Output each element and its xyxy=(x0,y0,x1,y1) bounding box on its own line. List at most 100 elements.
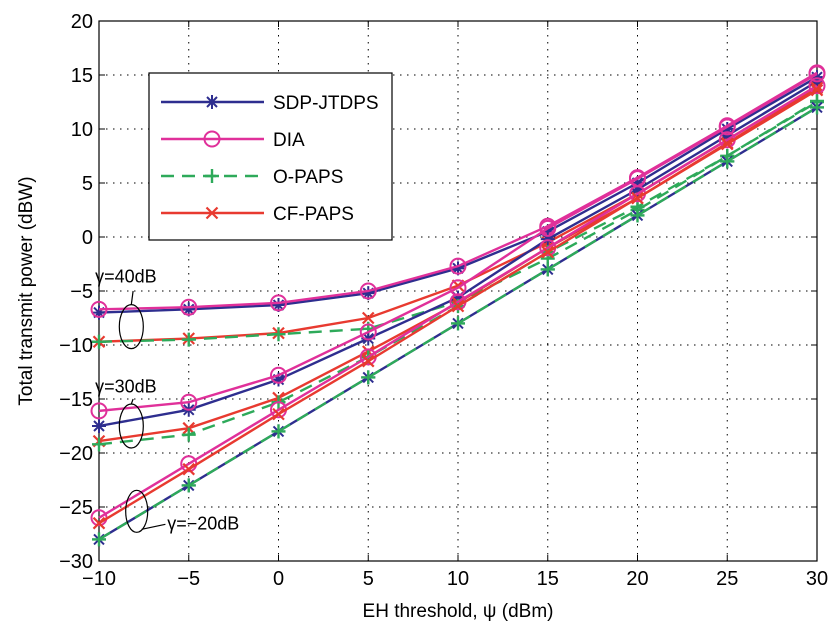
y-tick-label: −10 xyxy=(59,335,93,357)
circle-marker xyxy=(270,366,287,384)
y-tick-label: 10 xyxy=(71,119,93,141)
asterisk-marker xyxy=(271,372,286,387)
legend: SDP-JTDPS DIA O-PAPS CF-PAPS xyxy=(148,72,393,241)
legend-entry: DIA xyxy=(161,130,305,151)
legend-label: O-PAPS xyxy=(273,167,343,188)
x-tick-label: −5 xyxy=(177,568,200,590)
series-line xyxy=(98,106,818,541)
series-cf-paps xyxy=(92,83,824,530)
series-o-paps xyxy=(92,100,824,547)
circle-marker xyxy=(718,118,736,136)
x-tick-label: 10 xyxy=(447,568,469,590)
y-tick-label: −30 xyxy=(59,551,93,573)
circle-marker xyxy=(90,402,108,420)
x-marker xyxy=(361,311,375,325)
plus-marker xyxy=(361,370,376,385)
asterisk-marker xyxy=(92,305,106,320)
plus-marker xyxy=(540,262,555,277)
y-tick-label: 15 xyxy=(71,65,93,87)
x-marker xyxy=(720,137,734,151)
annotation-layer: γ=40dB γ=30dB γ=−20dB xyxy=(95,266,239,533)
y-tick-label: 20 xyxy=(71,11,93,33)
asterisk-marker xyxy=(540,224,555,239)
x-tick-label: 15 xyxy=(537,568,559,590)
plus-marker xyxy=(205,169,219,183)
circle-marker xyxy=(180,393,198,411)
axis-ticks: −10 −5 0 5 10 15 20 25 30 −30 −25 −20 −15 −10 −5 0 5 10 15… xyxy=(59,11,828,590)
asterisk-marker xyxy=(451,261,465,276)
legend-label: CF-PAPS xyxy=(273,204,354,225)
annotation-leader xyxy=(130,398,134,405)
x-axis-label: EH threshold, ψ (dBm) xyxy=(363,601,554,622)
circle-marker xyxy=(90,300,108,318)
plus-marker xyxy=(92,532,106,547)
y-tick-label: −5 xyxy=(70,281,93,303)
x-marker xyxy=(182,462,196,476)
asterisk-marker xyxy=(540,232,555,247)
y-tick-label: 5 xyxy=(82,173,93,195)
annotation-label: γ=−20dB xyxy=(167,514,239,534)
asterisk-marker xyxy=(205,95,219,109)
series-line xyxy=(98,84,818,519)
plus-marker xyxy=(181,478,196,493)
annotation-label: γ=30dB xyxy=(95,377,157,397)
legend-entry: CF-PAPS xyxy=(161,204,354,225)
plus-marker xyxy=(271,327,286,342)
series-dia xyxy=(90,65,826,420)
plus-marker xyxy=(720,154,735,169)
plus-marker xyxy=(92,437,106,452)
circle-marker xyxy=(359,282,377,300)
series-layer xyxy=(90,64,826,547)
circle-marker xyxy=(180,298,198,316)
legend-label: SDP-JTDPS xyxy=(273,93,379,114)
x-tick-label: 25 xyxy=(716,568,738,590)
group-ellipse xyxy=(125,489,149,533)
y-tick-label: −25 xyxy=(59,497,93,519)
plus-marker xyxy=(92,334,106,349)
circle-marker xyxy=(808,65,826,83)
annotation-label: γ=40dB xyxy=(95,266,157,286)
asterisk-marker xyxy=(630,182,645,197)
plus-marker xyxy=(630,208,645,223)
x-tick-label: −10 xyxy=(82,568,116,590)
asterisk-marker xyxy=(181,302,196,317)
y-tick-label: 0 xyxy=(82,227,93,249)
asterisk-marker xyxy=(271,298,286,313)
circle-marker xyxy=(203,130,221,148)
x-marker xyxy=(631,191,644,205)
annotation-leader xyxy=(130,290,134,305)
x-tick-label: 5 xyxy=(363,568,374,590)
asterisk-marker xyxy=(720,128,735,143)
x-marker xyxy=(92,516,106,530)
asterisk-marker xyxy=(92,419,106,433)
asterisk-marker xyxy=(361,331,376,346)
x-tick-label: 0 xyxy=(273,568,284,590)
x-marker xyxy=(272,407,285,421)
annotation-leader xyxy=(141,523,166,530)
plus-marker xyxy=(451,316,465,331)
x-tick-label: 20 xyxy=(626,568,648,590)
circle-marker xyxy=(270,294,287,312)
x-marker xyxy=(205,206,219,220)
x-marker xyxy=(541,245,555,259)
circle-marker xyxy=(808,77,826,95)
y-axis-label: Total transmit power (dBW) xyxy=(16,176,37,405)
y-tick-label: −15 xyxy=(59,389,93,411)
circle-marker xyxy=(449,257,467,275)
plus-marker xyxy=(810,100,824,115)
circle-marker xyxy=(359,323,377,341)
asterisk-marker xyxy=(361,286,376,301)
x-marker xyxy=(361,354,375,368)
legend-label: DIA xyxy=(273,130,305,151)
plus-marker xyxy=(271,424,286,439)
y-tick-label: −20 xyxy=(59,443,93,465)
legend-entry: O-PAPS xyxy=(161,167,343,188)
plus-marker xyxy=(181,427,196,442)
asterisk-marker xyxy=(451,290,465,305)
series-line xyxy=(98,72,818,413)
plus-marker xyxy=(181,332,196,347)
x-tick-label: 30 xyxy=(806,568,828,590)
legend-entry: SDP-JTDPS xyxy=(161,93,379,114)
x-marker xyxy=(810,83,824,97)
